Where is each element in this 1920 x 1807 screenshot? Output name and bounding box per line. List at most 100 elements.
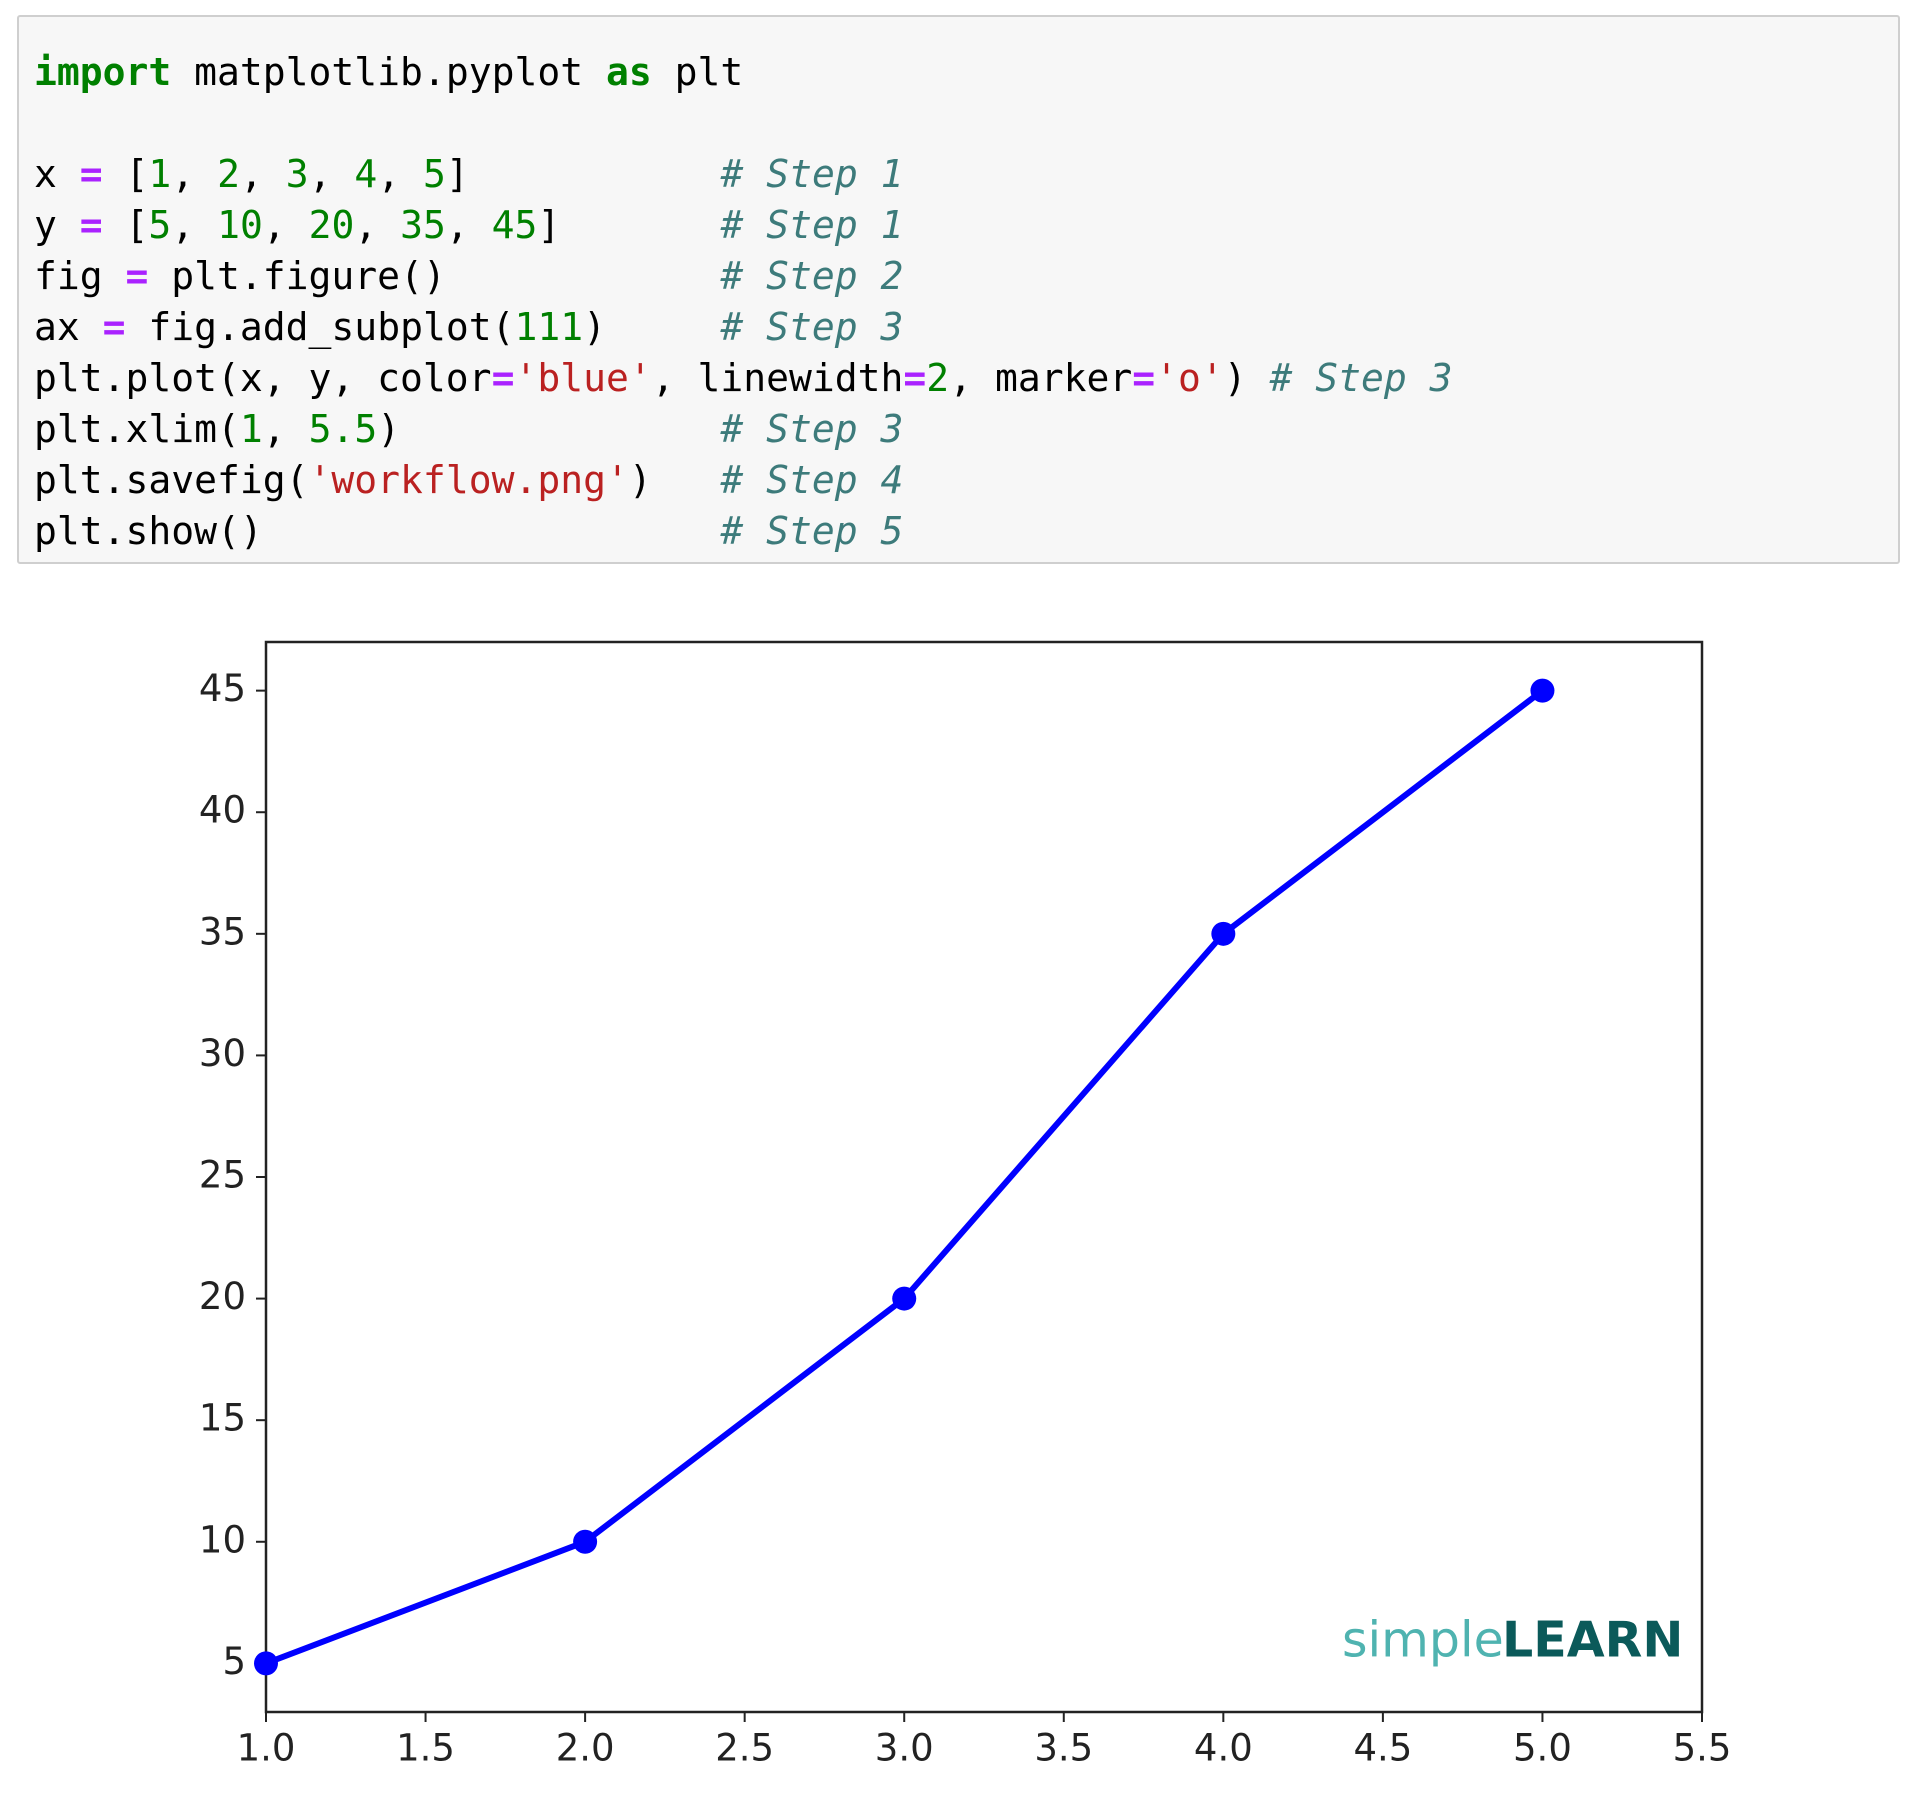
code-token: ): [1223, 356, 1270, 400]
code-token: # Step 4: [720, 458, 904, 502]
y-tick-label: 35: [199, 910, 246, 953]
code-cell: import matplotlib.pyplot as plt x = [1, 2…: [17, 15, 1900, 564]
x-tick-label: 1.5: [396, 1727, 455, 1770]
code-token: ]: [445, 152, 721, 196]
code-token: x: [34, 152, 80, 196]
code-token: fig: [34, 254, 126, 298]
watermark-learn: LEARN: [1502, 1612, 1683, 1669]
code-token: 3: [285, 152, 309, 196]
marker: [1211, 921, 1236, 946]
x-tick-label: 3.0: [875, 1727, 934, 1770]
code-line: plt.xlim(1, 5.5) # Step 3: [34, 404, 1898, 455]
code-token: ]: [537, 203, 721, 247]
code-token: ,: [308, 152, 355, 196]
x-tick-label: 4.0: [1194, 1727, 1253, 1770]
code-line: x = [1, 2, 3, 4, 5] # Step 1: [34, 149, 1898, 200]
y-tick-label: 15: [199, 1397, 246, 1440]
code-token: 1: [148, 152, 172, 196]
code-token: 5: [148, 203, 172, 247]
code-token: =: [79, 203, 103, 247]
code-token: ,: [239, 152, 286, 196]
code-token: [: [102, 203, 149, 247]
code-token: =: [1132, 356, 1156, 400]
x-tick-label: 5.0: [1513, 1727, 1572, 1770]
code-line: plt.plot(x, y, color='blue', linewidth=2…: [34, 353, 1898, 404]
code-token: ,: [354, 203, 401, 247]
y-tick-label: 30: [199, 1032, 246, 1075]
code-token: plt.savefig(: [34, 458, 309, 502]
axes-frame: [264, 640, 1704, 1714]
code-token: # Step 3: [720, 407, 904, 451]
code-token: # Step 1: [720, 203, 904, 247]
code-token: ): [583, 305, 721, 349]
code-token: ax: [34, 305, 103, 349]
watermark-simple: simple: [1342, 1612, 1504, 1669]
code-token: ,: [377, 152, 424, 196]
y-tick-label: 20: [199, 1275, 246, 1318]
marker: [1530, 678, 1555, 703]
code-token: , marker: [949, 356, 1133, 400]
marker: [892, 1286, 917, 1311]
code-line: fig = plt.figure() # Step 2: [34, 251, 1898, 302]
code-line: [34, 98, 1898, 149]
marker: [254, 1651, 278, 1676]
code-token: 'workflow.png': [308, 458, 629, 502]
x-tick-label: 1.0: [237, 1727, 296, 1770]
code-token: 2: [217, 152, 240, 196]
code-token: ,: [262, 203, 309, 247]
code-token: =: [125, 254, 149, 298]
code-token: =: [102, 305, 126, 349]
code-token: 1: [239, 407, 263, 451]
code-token: 111: [514, 305, 584, 349]
y-tick-label: 25: [199, 1154, 246, 1197]
code-token: plt.figure(): [148, 254, 721, 298]
code-token: 'o': [1155, 356, 1224, 400]
code-line: import matplotlib.pyplot as plt: [34, 47, 1898, 98]
code-token: 45: [491, 203, 538, 247]
marker: [573, 1529, 598, 1554]
code-token: , linewidth: [651, 356, 904, 400]
code-token: plt.plot(x, y, color: [34, 356, 492, 400]
x-tick-label: 5.5: [1673, 1727, 1732, 1770]
code-token: 5.5: [308, 407, 378, 451]
code-token: 5: [423, 152, 446, 196]
code-token: fig.add_subplot(: [125, 305, 515, 349]
code-token: # Step 1: [720, 152, 904, 196]
y-tick-label: 45: [199, 667, 246, 710]
y-tick-label: 10: [199, 1518, 246, 1561]
code-token: [: [102, 152, 149, 196]
code-token: 'blue': [514, 356, 652, 400]
code-token: # Step 3: [720, 305, 904, 349]
code-token: ,: [171, 152, 218, 196]
code-token: y: [34, 203, 80, 247]
code-token: ): [377, 407, 721, 451]
y-tick-label: 40: [199, 789, 246, 832]
code-token: plt.xlim(: [34, 407, 240, 451]
code-token: 35: [400, 203, 446, 247]
code-token: 10: [217, 203, 263, 247]
x-tick-label: 2.0: [556, 1727, 615, 1770]
code-token: import: [34, 50, 172, 94]
x-tick-label: 3.5: [1034, 1727, 1093, 1770]
code-token: ,: [262, 407, 309, 451]
code-line: plt.show() # Step 5: [34, 506, 1898, 557]
code-token: ,: [445, 203, 492, 247]
code-token: # Step 3: [1269, 356, 1453, 400]
x-tick-label: 4.5: [1353, 1727, 1412, 1770]
code-token: ): [628, 458, 721, 502]
code-token: =: [903, 356, 927, 400]
code-token: =: [491, 356, 515, 400]
code-token: as: [605, 50, 652, 94]
code-token: matplotlib.pyplot: [171, 50, 606, 94]
code-token: plt: [651, 50, 744, 94]
y-tick-label: 5: [222, 1640, 246, 1683]
code-token: 4: [354, 152, 378, 196]
code-token: 2: [926, 356, 950, 400]
code-token: ,: [171, 203, 218, 247]
code-token: 20: [308, 203, 355, 247]
line: [264, 688, 1545, 1667]
code-token: plt.show(): [34, 509, 721, 553]
code-line: y = [5, 10, 20, 35, 45] # Step 1: [34, 200, 1898, 251]
code-token: =: [79, 152, 103, 196]
